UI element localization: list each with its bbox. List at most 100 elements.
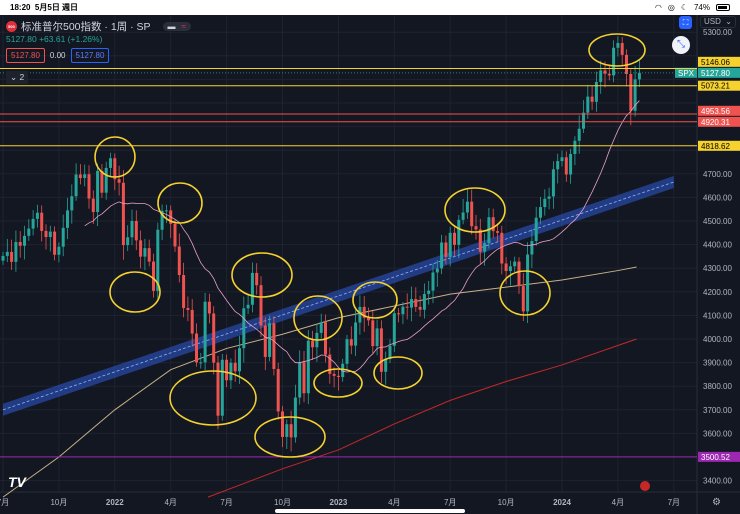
fullscreen-button[interactable]: ⛶ bbox=[679, 16, 692, 29]
candle-body bbox=[70, 196, 74, 211]
trend-channel-midline bbox=[2, 181, 674, 411]
compare-icon[interactable]: ≈ bbox=[181, 22, 186, 31]
minus-icon[interactable]: ▬ bbox=[167, 22, 176, 31]
candle-body bbox=[134, 221, 138, 241]
buy-button[interactable]: 5127.80 bbox=[70, 48, 110, 63]
annotation-circle bbox=[94, 136, 136, 178]
candle-body bbox=[199, 362, 203, 364]
x-tick-label: 7月 bbox=[444, 498, 456, 507]
candle-body bbox=[354, 322, 358, 346]
trend-channel bbox=[3, 176, 674, 416]
candle-body bbox=[564, 157, 568, 175]
moving-average-line bbox=[207, 338, 637, 498]
candle-body bbox=[375, 328, 379, 347]
candle-body bbox=[401, 306, 405, 315]
spread: 0.00 bbox=[49, 51, 66, 60]
home-indicator[interactable] bbox=[275, 509, 465, 513]
candle-body bbox=[362, 306, 366, 318]
candle-body bbox=[87, 174, 91, 199]
candle-body bbox=[590, 96, 594, 102]
annotation-circle bbox=[499, 270, 551, 316]
candle-body bbox=[225, 359, 229, 381]
candle-body bbox=[367, 317, 370, 321]
candle-body bbox=[238, 348, 241, 372]
candle-body bbox=[637, 72, 641, 80]
y-tick-label: 3700.00 bbox=[703, 406, 732, 415]
fullscreen-icon: ⛶ bbox=[682, 18, 689, 27]
candle-body bbox=[268, 323, 272, 357]
symbol-tag bbox=[675, 67, 697, 78]
status-time: 18:20 bbox=[10, 3, 31, 12]
battery-percent: 74% bbox=[693, 3, 710, 12]
price-label-badge bbox=[698, 116, 740, 127]
price-label-badge bbox=[698, 140, 740, 151]
candle-body bbox=[311, 340, 315, 348]
tradingview-logo: TV bbox=[8, 474, 26, 490]
candle-body bbox=[53, 231, 57, 255]
candle-body bbox=[332, 373, 336, 376]
candle-body bbox=[259, 285, 263, 326]
lock-rotation-icon: ◎ bbox=[667, 3, 675, 12]
x-tick-label: 4月 bbox=[388, 498, 400, 507]
candle-body bbox=[410, 299, 413, 308]
candle-body bbox=[388, 345, 392, 359]
candle-body bbox=[281, 411, 284, 437]
candle-body bbox=[431, 272, 435, 291]
candle-body bbox=[220, 359, 224, 416]
sell-button[interactable]: 5127.80 bbox=[6, 48, 45, 63]
symbol-header[interactable]: 500 标准普尔500指数 · 1周 · SP ▬ ≈ bbox=[6, 19, 191, 34]
annotation-circle bbox=[254, 416, 326, 458]
collapse-button[interactable]: ⤡ bbox=[672, 36, 690, 54]
candle-body bbox=[255, 272, 259, 286]
candle-body bbox=[242, 308, 246, 349]
x-tick-label: 10月 bbox=[498, 498, 515, 507]
candle-body bbox=[61, 227, 65, 247]
annotation-circle bbox=[588, 33, 646, 67]
candle-body bbox=[384, 358, 388, 372]
candle-body bbox=[371, 320, 375, 347]
candle-body bbox=[147, 248, 151, 262]
candle-body bbox=[121, 182, 125, 246]
candle-body bbox=[100, 170, 104, 193]
settings-icon[interactable]: ⚙ bbox=[712, 497, 721, 508]
candle-body bbox=[246, 304, 250, 309]
price-change: 5127.80 +63.61 (+1.26%) bbox=[6, 34, 103, 44]
price-label-text: 5073.21 bbox=[701, 82, 730, 91]
price-chart[interactable]: 3400.00 3600.00 3700.00 3800.00 3900.00 4000.… bbox=[0, 15, 740, 514]
currency-select[interactable]: USD ⌄ bbox=[700, 16, 736, 28]
candle-body bbox=[96, 170, 100, 213]
x-tick-label: 4月 bbox=[164, 498, 176, 507]
candle-body bbox=[250, 272, 254, 305]
candle-body bbox=[530, 241, 534, 255]
indicator-legend-toggle[interactable]: ⌄ 2 bbox=[6, 71, 29, 84]
status-bar: 18:20 5月5日 週日 ◠ ◎ ☾ 74% bbox=[0, 0, 740, 15]
candle-body bbox=[444, 242, 448, 257]
y-tick-label: 3800.00 bbox=[703, 382, 732, 391]
candle-body bbox=[612, 47, 616, 76]
candle-body bbox=[513, 261, 517, 267]
candle-body bbox=[40, 212, 44, 231]
candle-body bbox=[607, 73, 611, 76]
candle-body bbox=[461, 212, 465, 220]
header-pill[interactable]: ▬ ≈ bbox=[162, 22, 191, 31]
price-label-badge bbox=[698, 451, 740, 462]
candle-body bbox=[143, 248, 147, 257]
annotation-circle bbox=[352, 281, 398, 319]
candle-body bbox=[229, 362, 233, 381]
price-label-badge bbox=[698, 56, 740, 67]
y-tick-label: 4500.00 bbox=[703, 217, 732, 226]
candle-body bbox=[160, 210, 164, 230]
price-label-badge bbox=[698, 67, 740, 78]
y-tick-label: 4400.00 bbox=[703, 241, 732, 250]
candle-body bbox=[582, 112, 585, 129]
candle-body bbox=[113, 158, 117, 180]
annotation-circle bbox=[169, 370, 257, 426]
status-date: 5月5日 週日 bbox=[34, 3, 79, 12]
symbol-tag-text: SPX bbox=[678, 69, 695, 78]
chevron-down-icon: ⌄ bbox=[725, 17, 732, 26]
candle-body bbox=[616, 43, 620, 48]
candle-body bbox=[500, 232, 504, 264]
candle-body bbox=[633, 79, 637, 111]
candle-body bbox=[453, 232, 456, 245]
candle-body bbox=[117, 179, 121, 183]
